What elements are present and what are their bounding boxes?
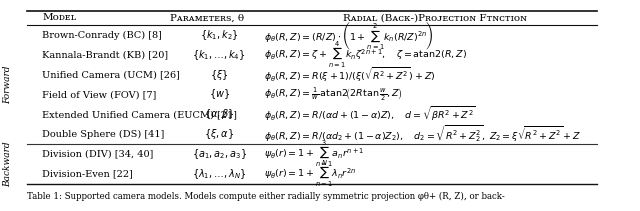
Text: Extended Unified Camera (EUCM) [21]: Extended Unified Camera (EUCM) [21] (42, 110, 237, 119)
Text: $\phi_\theta(R,Z) = \frac{1}{w}\,\mathrm{atan2}\!\left(2R\tan\frac{w}{2},Z\right: $\phi_\theta(R,Z) = \frac{1}{w}\,\mathrm… (264, 86, 403, 103)
Text: $\{\xi\}$: $\{\xi\}$ (210, 68, 228, 82)
Text: $\psi_\theta(r) = 1+\sum_{n=1}^{N}\lambda_n r^{2n}$: $\psi_\theta(r) = 1+\sum_{n=1}^{N}\lambd… (264, 158, 356, 189)
Text: $\{k_1, k_2\}$: $\{k_1, k_2\}$ (200, 28, 239, 42)
Text: Division (DIV) [34, 40]: Division (DIV) [34, 40] (42, 149, 154, 158)
Text: Double Sphere (DS) [41]: Double Sphere (DS) [41] (42, 130, 164, 139)
Text: Backward: Backward (3, 141, 12, 187)
Text: Mᴏᴅᴇʟ: Mᴏᴅᴇʟ (42, 14, 76, 22)
Text: $\phi_\theta(R,Z) = \zeta + \sum_{n=1}^{4}k_n\zeta^{2n+1},\quad \zeta = \mathrm{: $\phi_\theta(R,Z) = \zeta + \sum_{n=1}^{… (264, 40, 467, 70)
Text: Pᴀʀᴀᴍᴇᴛᴇʀs, θ: Pᴀʀᴀᴍᴇᴛᴇʀs, θ (170, 14, 244, 22)
Text: $\psi_\theta(r) = 1+\sum_{n=1}^{3}a_n r^{n+1}$: $\psi_\theta(r) = 1+\sum_{n=1}^{3}a_n r^… (264, 139, 365, 169)
Text: $\{\alpha, \beta\}$: $\{\alpha, \beta\}$ (204, 107, 235, 121)
Text: Unified Camera (UCM) [26]: Unified Camera (UCM) [26] (42, 70, 180, 79)
Text: Kannala-Brandt (KB) [20]: Kannala-Brandt (KB) [20] (42, 50, 168, 60)
Text: $\{\xi, \alpha\}$: $\{\xi, \alpha\}$ (204, 127, 234, 141)
Text: Forward: Forward (3, 65, 12, 104)
Text: $\{\lambda_1, \ldots, \lambda_N\}$: $\{\lambda_1, \ldots, \lambda_N\}$ (192, 167, 246, 181)
Text: Rᴀᴅɪᴀʟ (Bᴀᴄᴋ-)Pʀᴏᴊᴇᴄᴛɪᴏɴ Fᴛɴᴄᴛɪᴏɴ: Rᴀᴅɪᴀʟ (Bᴀᴄᴋ-)Pʀᴏᴊᴇᴄᴛɪᴏɴ Fᴛɴᴄᴛɪᴏɴ (343, 14, 527, 22)
Text: $\phi_\theta(R,Z) = R/(\alpha d+(1-\alpha)Z),\quad d=\sqrt{\beta R^2+Z^2}$: $\phi_\theta(R,Z) = R/(\alpha d+(1-\alph… (264, 105, 476, 124)
Text: $\phi_\theta(R,Z) = (R/Z)\cdot\left(1+\sum_{n=1}^{2}k_n(R/Z)^{2n}\right)$: $\phi_\theta(R,Z) = (R/Z)\cdot\left(1+\s… (264, 19, 434, 52)
Text: Division-Even [22]: Division-Even [22] (42, 169, 133, 178)
Text: $\phi_\theta(R,Z) = R(\xi+1)/(\xi(\sqrt{R^2+Z^2})+Z)$: $\phi_\theta(R,Z) = R(\xi+1)/(\xi(\sqrt{… (264, 65, 436, 84)
Text: $\{k_1,\ldots,k_4\}$: $\{k_1,\ldots,k_4\}$ (193, 48, 246, 62)
Text: Brown-Conrady (BC) [8]: Brown-Conrady (BC) [8] (42, 31, 162, 40)
Text: $\phi_\theta(R,Z) = R/(\alpha d_2+(1-\alpha)Z_2),\quad d_2=\sqrt{R^2+Z_2^2},\;Z_: $\phi_\theta(R,Z) = R/(\alpha d_2+(1-\al… (264, 124, 582, 144)
Text: Field of View (FOV) [7]: Field of View (FOV) [7] (42, 90, 156, 99)
Text: Table 1: Supported camera models. Models compute either radially symmetric proje: Table 1: Supported camera models. Models… (27, 192, 505, 201)
Text: $\{w\}$: $\{w\}$ (209, 88, 230, 101)
Text: $\{a_1, a_2, a_3\}$: $\{a_1, a_2, a_3\}$ (191, 147, 246, 161)
